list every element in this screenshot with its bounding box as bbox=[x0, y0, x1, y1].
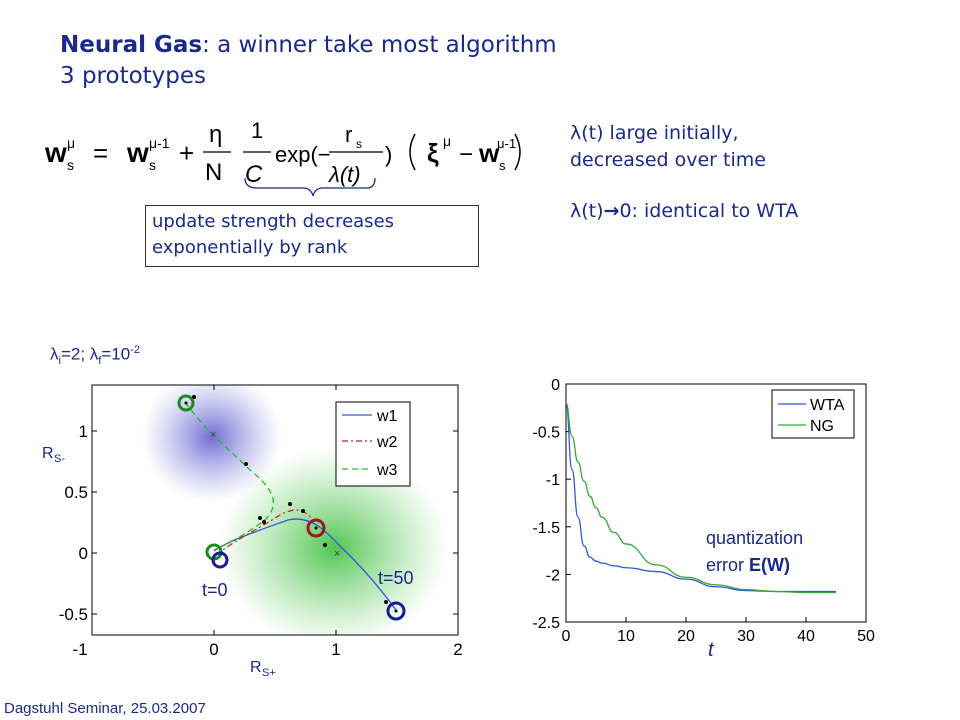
series-line-ng bbox=[565, 402, 836, 594]
formula-sup: μ bbox=[67, 135, 75, 151]
box-line1: update strength decreases bbox=[152, 211, 395, 232]
formula-w3: w bbox=[478, 138, 500, 168]
formula-minus: − bbox=[459, 141, 473, 168]
formula-w3-sup: μ-1 bbox=[497, 136, 516, 151]
end-marker-w2 bbox=[306, 518, 326, 538]
note-line3: λ(t)→0: identical to WTA bbox=[570, 198, 798, 225]
xtick-label: 0 bbox=[209, 640, 218, 659]
xtick-label: 1 bbox=[331, 640, 340, 659]
y-tick-label: 0 bbox=[551, 377, 560, 394]
cluster-blue bbox=[142, 385, 282, 502]
xtick-label: 2 bbox=[453, 640, 462, 659]
y-tick-label: -1.5 bbox=[532, 520, 560, 537]
formula-xi-sup: μ bbox=[443, 133, 451, 149]
cluster-green bbox=[219, 448, 449, 635]
ytick-label: 0.5 bbox=[64, 483, 88, 502]
formula-one: 1 bbox=[251, 118, 263, 143]
rank-note-box: update strength decreases exponentially … bbox=[145, 205, 479, 267]
label-rs-plus: R bbox=[250, 659, 262, 676]
annotation-line2: error E(W) bbox=[706, 555, 790, 575]
formula-w2: w bbox=[126, 137, 149, 168]
ytick-label: 1 bbox=[79, 422, 88, 441]
x-tick-label: 30 bbox=[737, 628, 755, 645]
trajectory-markers: ×× bbox=[192, 395, 388, 604]
formula-w2-sup: μ-1 bbox=[149, 135, 170, 151]
formula-plus: + bbox=[179, 138, 194, 168]
x-tick-label: 0 bbox=[562, 628, 571, 645]
formula-close: ) bbox=[385, 142, 392, 167]
chart-legend bbox=[771, 389, 855, 439]
note-line1: λ(t) large initially, bbox=[570, 122, 739, 144]
y-tick-label: -2 bbox=[546, 567, 560, 584]
label-rs-minus: R bbox=[42, 445, 54, 462]
note-line3-post: 0: identical to WTA bbox=[619, 200, 799, 222]
formula-lambda-den: λ(t) bbox=[328, 162, 361, 187]
update-formula: w μ s = w μ-1 s + η N 1 C exp(− r s λ(t)… bbox=[45, 118, 521, 197]
trajectory-w3 bbox=[184, 401, 274, 551]
formula-N: N bbox=[205, 159, 222, 186]
xtick-label: -1 bbox=[72, 640, 87, 659]
note-line3-pre: λ(t) bbox=[570, 200, 604, 222]
formula-sub: s bbox=[67, 157, 74, 173]
label-t50: t=50 bbox=[378, 568, 414, 588]
formula-w2-sub: s bbox=[149, 157, 156, 173]
lambda-notes: λ(t) large initially, decreased over tim… bbox=[570, 120, 798, 225]
footer: Dagstuhl Seminar, 25.03.2007 bbox=[4, 700, 206, 717]
lambda-eq: =10 bbox=[101, 344, 131, 364]
legend-label-w2: w2 bbox=[376, 434, 398, 451]
arrow-right-icon: → bbox=[603, 200, 620, 222]
ytick-label: 0 bbox=[79, 544, 88, 563]
trajectory-w2 bbox=[215, 509, 315, 556]
x-tick-label: 20 bbox=[677, 628, 695, 645]
x-tick-label: 10 bbox=[617, 628, 635, 645]
x-axis-label: t bbox=[708, 639, 715, 661]
formula-exp: exp(− bbox=[275, 142, 331, 167]
start-marker-w2 bbox=[211, 551, 229, 569]
svg-text:×: × bbox=[210, 429, 216, 441]
title-bold: Neural Gas bbox=[60, 32, 203, 58]
lambda-mid: =2; λ bbox=[60, 344, 99, 364]
formula-rs: r bbox=[345, 122, 352, 147]
legend-label-ng: NG bbox=[810, 418, 834, 435]
ytick-label: -0.5 bbox=[59, 605, 88, 624]
y-tick-label: -0.5 bbox=[532, 425, 560, 442]
lambda-params: λi=2; λf=10-2 bbox=[50, 344, 140, 367]
trajectory-legend bbox=[335, 401, 411, 487]
y-tick-label: -1 bbox=[546, 472, 560, 489]
formula-w3-sub: s bbox=[499, 158, 506, 173]
start-marker-w3 bbox=[177, 394, 195, 412]
formula-rs-sub: s bbox=[356, 137, 362, 151]
legend-label-w1: w1 bbox=[376, 408, 398, 425]
box-line2: exponentially by rank bbox=[152, 237, 348, 258]
formula-w: w bbox=[45, 137, 67, 168]
lambda-sup: -2 bbox=[130, 344, 140, 356]
legend-label-w3: w3 bbox=[376, 462, 398, 479]
legend-label-wta: WTA bbox=[810, 397, 845, 414]
chart-frame bbox=[565, 383, 867, 623]
y-tick-label: -2.5 bbox=[532, 615, 560, 632]
lambda-sub-i: i bbox=[58, 355, 61, 368]
end-marker-w1 bbox=[386, 601, 406, 621]
annotation-line1: quantization bbox=[706, 528, 803, 548]
formula-C: C bbox=[245, 161, 263, 188]
lambda-sub-f: f bbox=[98, 355, 102, 368]
svg-text:×: × bbox=[334, 548, 340, 560]
trajectory-plot: -1 0 1 2 1 0.5 0 -0.5 ×× w1 w2 w3 R S- R… bbox=[42, 384, 463, 679]
label-t0: t=0 bbox=[202, 580, 228, 600]
formula-eta: η bbox=[209, 121, 222, 148]
x-tick-label: 40 bbox=[797, 628, 815, 645]
annotation-line2-pre: error bbox=[706, 555, 749, 575]
quantization-error-chart: 0 10 20 30 40 50 0 -0.5 -1 -1.5 -2 -2.5 WTA NG t qu… bbox=[532, 377, 875, 661]
slide-title: Neural Gas: a winner take most algorithm… bbox=[60, 30, 557, 92]
title-line2: 3 prototypes bbox=[60, 63, 207, 89]
lambda-pre: λ bbox=[50, 344, 59, 364]
title-rest: : a winner take most algorithm bbox=[202, 32, 557, 58]
formula-eq: = bbox=[93, 138, 108, 168]
annotation-line2-bold: E(W) bbox=[749, 555, 790, 575]
label-rs-minus-sub: S- bbox=[54, 453, 65, 465]
formula-xi: ξ bbox=[427, 138, 439, 168]
x-tick-label: 50 bbox=[857, 628, 875, 645]
label-rs-plus-sub: S+ bbox=[262, 667, 276, 679]
note-line2: decreased over time bbox=[570, 149, 766, 171]
